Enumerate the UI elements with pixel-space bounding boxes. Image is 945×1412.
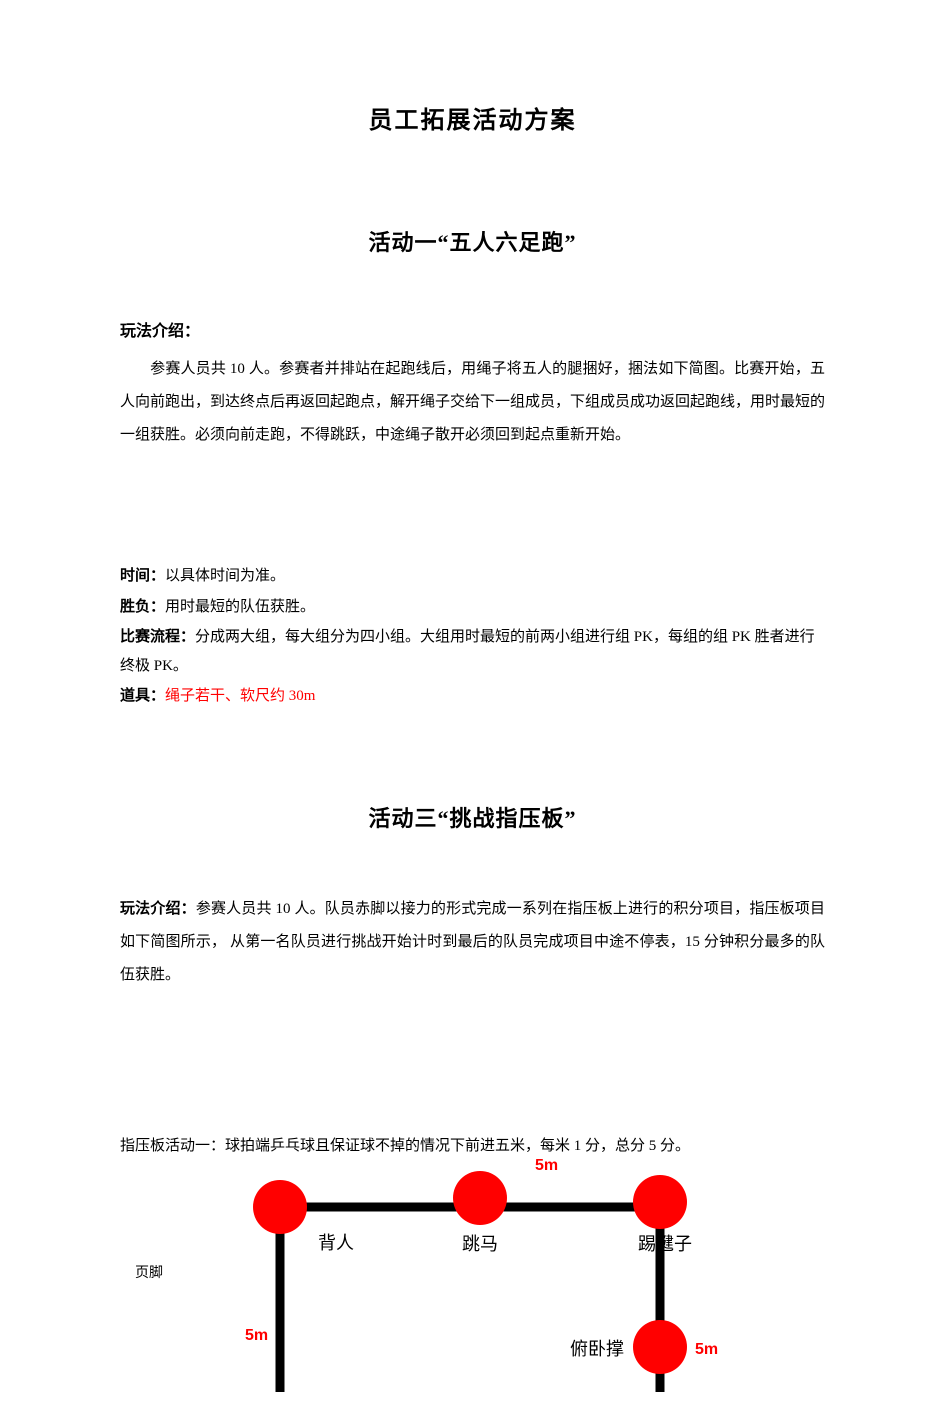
time-line: 时间：以具体时间为准。 [120,562,825,591]
sub-activity-1: 指压板活动一：球拍端乒乓球且保证球不掉的情况下前进五米，每米 1 分，总分 5 … [120,1132,825,1161]
time-value: 以具体时间为准。 [165,568,285,584]
activity1-details: 时间：以具体时间为准。 胜负：用时最短的队伍获胜。 比赛流程：分成两大组，每大组… [120,562,825,711]
page-footer: 页脚 [135,1262,163,1282]
svg-text:5m: 5m [245,1327,268,1344]
winlose-value: 用时最短的队伍获胜。 [165,599,315,615]
process-label: 比赛流程： [120,629,195,645]
activity3-intro-text: 参赛人员共 10 人。队员赤脚以接力的形式完成一系列在指压板上进行的积分项目，指… [120,901,825,983]
diagram2-wrap: 背人跳马踢毽子俯卧撑5m5m5m 指压板活动一：球拍端乒乓球且保证球不掉的情况下… [120,1132,825,1161]
activity3-intro-label: 玩法介绍： [120,901,196,917]
process-value: 分成两大组，每大组分为四小组。大组用时最短的前两小组进行组 PK，每组的组 PK… [120,629,815,674]
activity1-intro-text: 参赛人员共 10 人。参赛者并排站在起跑线后，用绳子将五人的腿捆好，捆法如下简图… [120,353,825,452]
document-page: 员工拓展活动方案 活动一“五人六足跑” 玩法介绍： 参赛人员共 10 人。参赛者… [0,0,945,1160]
svg-text:俯卧撑: 俯卧撑 [570,1339,624,1359]
svg-text:跳马: 跳马 [462,1234,498,1254]
process-line: 比赛流程：分成两大组，每大组分为四小组。大组用时最短的前两小组进行组 PK，每组… [120,623,825,680]
activity3-intro: 玩法介绍：参赛人员共 10 人。队员赤脚以接力的形式完成一系列在指压板上进行的积… [120,893,825,992]
props-value: 绳子若干、软尺约 30m [165,688,315,704]
props-line: 道具：绳子若干、软尺约 30m [120,682,825,711]
activity3-title: 活动三“挑战指压板” [120,801,825,833]
main-title: 员工拓展活动方案 [120,100,825,135]
activity1-intro-label: 玩法介绍： [120,317,825,341]
winlose-line: 胜负：用时最短的队伍获胜。 [120,593,825,622]
svg-text:5m: 5m [695,1341,718,1358]
pressure-board-diagram: 背人跳马踢毽子俯卧撑5m5m5m [170,1132,740,1412]
activity1-intro-content: 参赛人员共 10 人。参赛者并排站在起跑线后，用绳子将五人的腿捆好，捆法如下简图… [120,361,825,443]
time-label: 时间： [120,568,165,584]
props-label: 道具： [120,688,165,704]
svg-text:背人: 背人 [318,1233,354,1253]
winlose-label: 胜负： [120,599,165,615]
activity1-title: 活动一“五人六足跑” [120,225,825,257]
svg-text:踢毽子: 踢毽子 [638,1234,692,1254]
